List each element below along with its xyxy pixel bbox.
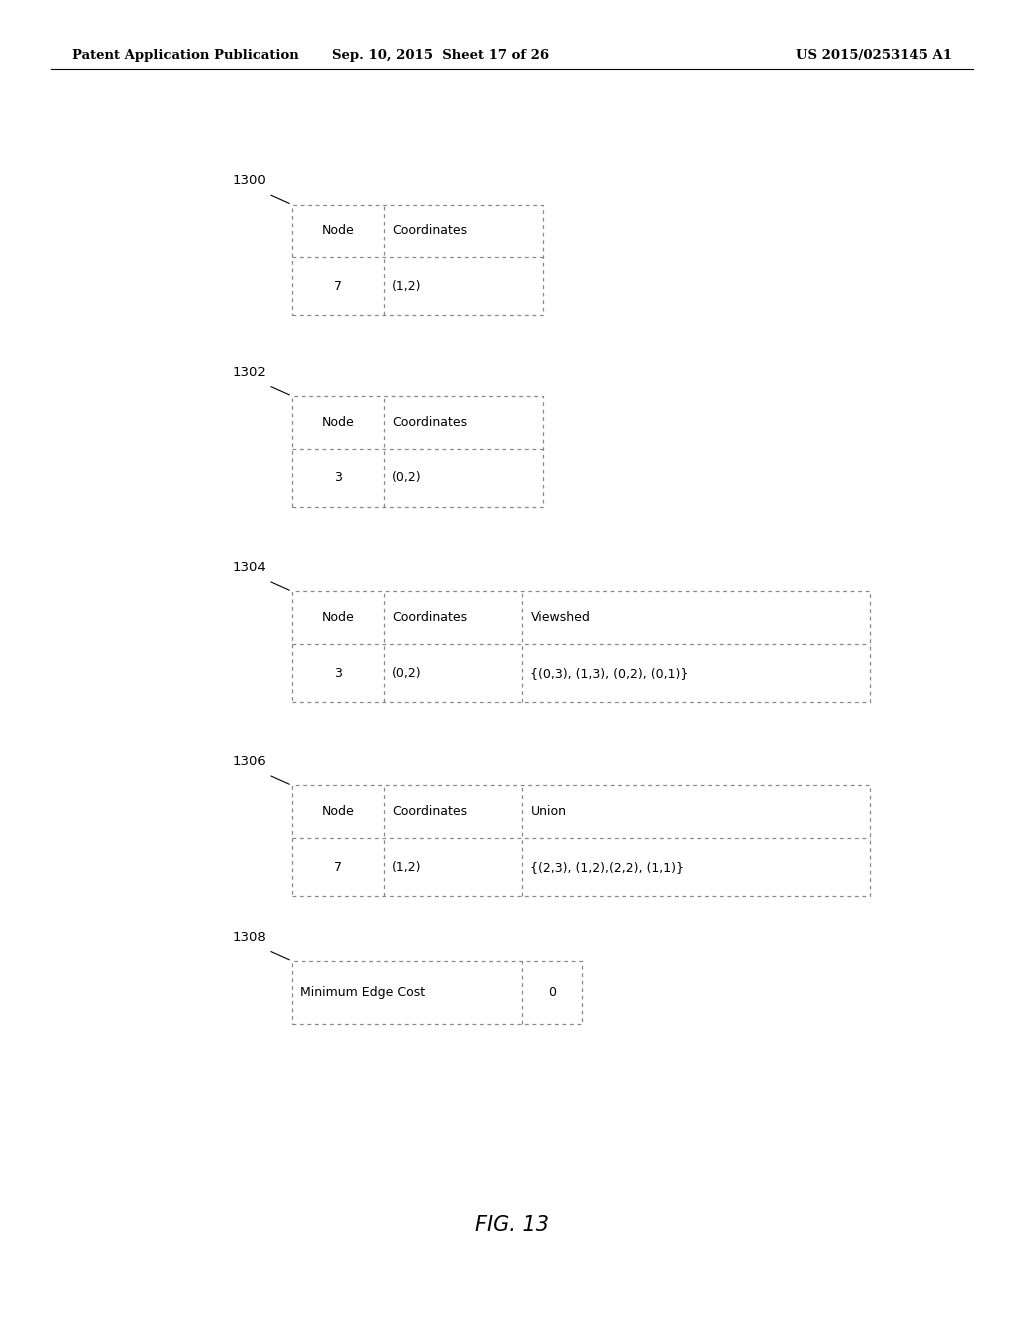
Text: US 2015/0253145 A1: US 2015/0253145 A1 (797, 49, 952, 62)
Text: (1,2): (1,2) (392, 861, 422, 874)
Text: 1300: 1300 (232, 174, 266, 187)
Text: {(0,3), (1,3), (0,2), (0,1)}: {(0,3), (1,3), (0,2), (0,1)} (530, 667, 689, 680)
Text: Union: Union (530, 805, 566, 818)
Bar (292, 591, 870, 702)
Text: Node: Node (322, 611, 354, 624)
Text: Coordinates: Coordinates (392, 611, 467, 624)
Text: 3: 3 (334, 471, 342, 484)
Bar (292, 785, 870, 896)
Text: (0,2): (0,2) (392, 471, 422, 484)
Text: FIG. 13: FIG. 13 (475, 1214, 549, 1236)
Text: 1308: 1308 (232, 931, 266, 944)
Text: Patent Application Publication: Patent Application Publication (72, 49, 298, 62)
Text: 3: 3 (334, 667, 342, 680)
Text: Coordinates: Coordinates (392, 224, 467, 238)
Bar (292, 396, 543, 507)
Bar (292, 205, 543, 315)
Text: 1306: 1306 (232, 755, 266, 768)
Text: Node: Node (322, 416, 354, 429)
Text: Node: Node (322, 224, 354, 238)
Text: Minimum Edge Cost: Minimum Edge Cost (300, 986, 425, 999)
Bar (292, 961, 582, 1024)
Text: Coordinates: Coordinates (392, 805, 467, 818)
Text: {(2,3), (1,2),(2,2), (1,1)}: {(2,3), (1,2),(2,2), (1,1)} (530, 861, 684, 874)
Text: 1304: 1304 (232, 561, 266, 574)
Text: Viewshed: Viewshed (530, 611, 590, 624)
Text: (0,2): (0,2) (392, 667, 422, 680)
Text: 1302: 1302 (232, 366, 266, 379)
Text: Node: Node (322, 805, 354, 818)
Text: (1,2): (1,2) (392, 280, 422, 293)
Text: Sep. 10, 2015  Sheet 17 of 26: Sep. 10, 2015 Sheet 17 of 26 (332, 49, 549, 62)
Text: Coordinates: Coordinates (392, 416, 467, 429)
Text: 7: 7 (334, 280, 342, 293)
Text: 7: 7 (334, 861, 342, 874)
Text: 0: 0 (548, 986, 556, 999)
